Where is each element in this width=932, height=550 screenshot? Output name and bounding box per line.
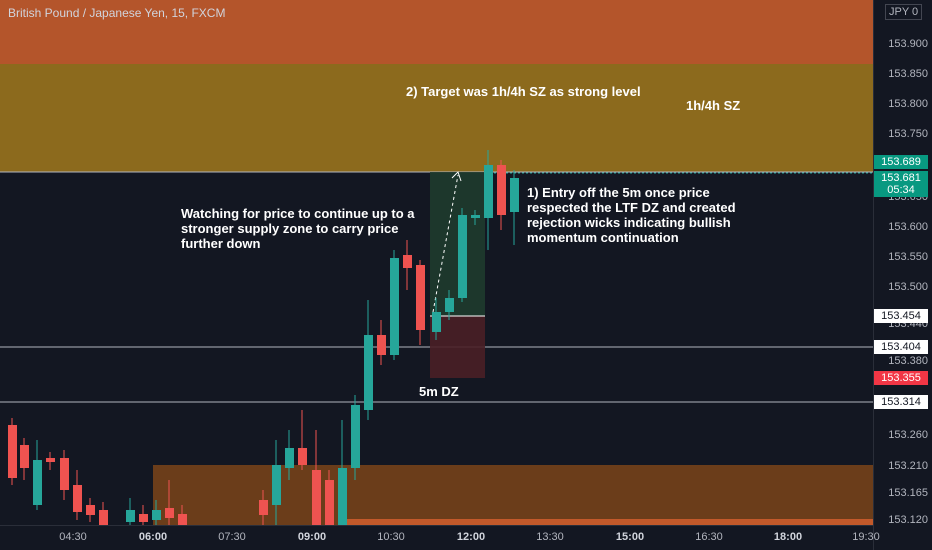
candle-body [126,510,135,522]
candle-body [8,425,17,478]
candle-body [471,215,480,218]
price-tick: 153.750 [888,128,928,140]
sz-label: 1h/4h SZ [686,98,741,113]
candle-body [60,458,69,490]
price-tick: 153.500 [888,281,928,293]
price-badge-stop: 153.355 [874,371,928,385]
price-tick: 153.210 [888,460,928,472]
price-tick: 153.850 [888,68,928,80]
symbol-title[interactable]: British Pound / Japanese Yen, 15, FXCM [8,6,226,20]
candle-body [377,335,386,355]
price-tick: 153.120 [888,514,928,526]
upper-supply-zone [0,0,873,64]
watch-line-2: stronger supply zone to carry price [181,221,399,236]
candle-body [445,298,454,312]
candle-body [338,468,347,526]
currency-button[interactable]: JPY 0 [885,4,923,20]
price-badge-level: 153.404 [874,340,928,354]
candle-body [364,335,373,410]
htf-demand-zone [153,465,873,526]
time-tick: 07:30 [218,531,246,543]
entry-line-4: momentum continuation [527,230,679,245]
entry-annotation: 1) Entry off the 5m once price respected… [527,185,736,245]
candle-body [165,508,174,518]
price-tick: 153.800 [888,98,928,110]
countdown-value: 05:34 [887,184,915,196]
watch-line-1: Watching for price to continue up to a [181,206,415,221]
time-tick: 12:00 [456,531,486,543]
candle-body [139,514,148,522]
candle-body [458,215,467,298]
candle-body [152,510,161,520]
time-tick: 19:30 [852,531,880,543]
watch-annotation: Watching for price to continue up to a s… [181,206,415,251]
time-tick: 18:00 [773,531,803,543]
price-tick: 153.380 [888,355,928,367]
candle-body [510,178,519,212]
time-tick: 06:00 [138,531,168,543]
candle-body [298,448,307,465]
candle-body [497,165,506,215]
candle-body [403,255,412,268]
candle-body [99,510,108,526]
position-profit-zone[interactable] [430,172,485,316]
htf-supply-zone [0,64,873,172]
last-price-value: 153.681 [881,172,921,184]
time-tick: 13:30 [536,531,564,543]
price-tick: 153.550 [888,251,928,263]
candle-body [272,465,281,505]
candle-body [33,460,42,505]
watch-line-3: further down [181,236,261,251]
candles [8,150,519,526]
price-tick: 153.260 [888,429,928,441]
target-annotation: 2) Target was 1h/4h SZ as strong level [406,84,641,99]
time-tick: 04:30 [59,531,87,543]
price-chart[interactable] [0,0,873,526]
price-badge-low: 153.314 [874,395,928,409]
price-badge-supply: 153.689 [874,155,928,169]
entry-line-3: rejection wicks indicating bullish [527,215,731,230]
entry-line-2: respected the LTF DZ and created [527,200,736,215]
price-badge-entry: 153.454 [874,309,928,323]
price-tick: 153.165 [888,487,928,499]
candle-body [73,485,82,512]
candle-body [416,265,425,330]
candle-body [432,312,441,332]
candle-body [20,445,29,468]
candle-body [390,258,399,355]
candle-body [46,458,55,462]
dz-label: 5m DZ [419,384,459,399]
candle-body [259,500,268,515]
price-tick: 153.600 [888,221,928,233]
trade-path-arrow [432,174,459,313]
currency-label: JPY [889,6,909,18]
entry-line-1: 1) Entry off the 5m once price [527,185,710,200]
candle-body [285,448,294,468]
time-axis-border [0,525,873,526]
time-tick: 10:30 [377,531,405,543]
last-price-badge: 153.681 05:34 [874,171,928,197]
price-axis[interactable] [873,0,932,550]
candle-body [178,514,187,526]
arrow-head [451,171,462,182]
candle-body [86,505,95,515]
time-tick: 09:00 [297,531,327,543]
price-tick: 153.900 [888,38,928,50]
time-tick: 16:30 [695,531,723,543]
lower-demand-edge [345,519,873,526]
candle-body [351,405,360,468]
candle-body [325,480,334,526]
time-tick: 15:00 [615,531,645,543]
candle-body [312,470,321,526]
candle-body [484,165,493,218]
currency-suffix: 0 [912,6,919,18]
